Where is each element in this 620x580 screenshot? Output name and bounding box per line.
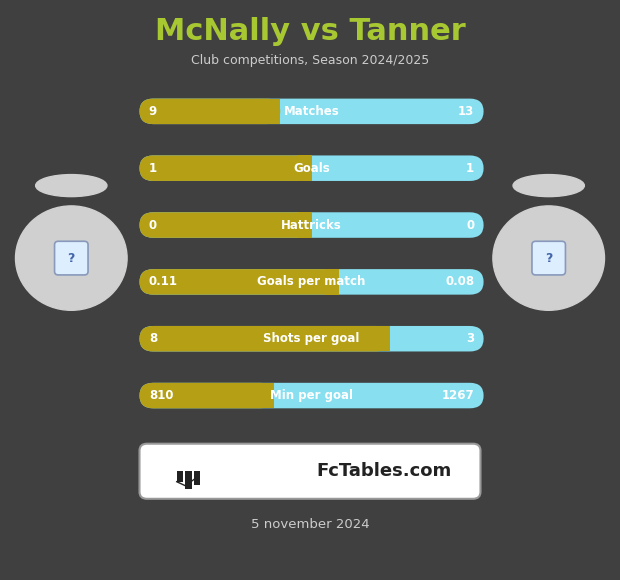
FancyBboxPatch shape: [55, 241, 88, 275]
FancyBboxPatch shape: [140, 212, 312, 238]
Text: 8: 8: [149, 332, 157, 345]
Bar: [194, 471, 200, 485]
FancyBboxPatch shape: [140, 99, 280, 124]
Text: 1: 1: [149, 162, 157, 175]
Bar: [267, 99, 280, 124]
FancyBboxPatch shape: [140, 326, 389, 351]
Text: 1: 1: [466, 162, 474, 175]
Text: FcTables.com: FcTables.com: [317, 462, 452, 480]
Text: Goals per match: Goals per match: [257, 276, 366, 288]
Text: Goals: Goals: [293, 162, 330, 175]
Text: ?: ?: [545, 252, 552, 264]
Text: ?: ?: [68, 252, 75, 264]
Text: 13: 13: [458, 105, 474, 118]
Bar: [185, 471, 192, 488]
FancyBboxPatch shape: [140, 269, 339, 295]
Bar: [376, 326, 389, 351]
Circle shape: [16, 206, 127, 310]
Text: Hattricks: Hattricks: [281, 219, 342, 231]
Text: Club competitions, Season 2024/2025: Club competitions, Season 2024/2025: [191, 55, 429, 67]
Text: 5 november 2024: 5 november 2024: [250, 519, 370, 531]
FancyBboxPatch shape: [140, 212, 484, 238]
FancyBboxPatch shape: [532, 241, 565, 275]
Ellipse shape: [513, 175, 584, 197]
FancyBboxPatch shape: [140, 444, 480, 499]
Text: 0.11: 0.11: [149, 276, 178, 288]
FancyBboxPatch shape: [140, 99, 484, 124]
Text: 9: 9: [149, 105, 157, 118]
Text: Shots per goal: Shots per goal: [264, 332, 360, 345]
Bar: [298, 155, 312, 181]
Text: Min per goal: Min per goal: [270, 389, 353, 402]
Text: 1267: 1267: [441, 389, 474, 402]
Circle shape: [493, 206, 604, 310]
Text: Matches: Matches: [284, 105, 339, 118]
FancyBboxPatch shape: [140, 383, 484, 408]
Text: 0.08: 0.08: [445, 276, 474, 288]
FancyBboxPatch shape: [140, 269, 484, 295]
FancyBboxPatch shape: [140, 155, 312, 181]
Text: 3: 3: [466, 332, 474, 345]
FancyBboxPatch shape: [140, 383, 273, 408]
Bar: [260, 383, 273, 408]
FancyBboxPatch shape: [140, 155, 484, 181]
Bar: [325, 269, 339, 295]
FancyBboxPatch shape: [140, 326, 484, 351]
Ellipse shape: [35, 175, 107, 197]
Text: 810: 810: [149, 389, 174, 402]
Bar: [298, 212, 312, 238]
Text: 0: 0: [466, 219, 474, 231]
Text: 0: 0: [149, 219, 157, 231]
Text: McNally vs Tanner: McNally vs Tanner: [154, 17, 466, 46]
Bar: [177, 471, 183, 481]
